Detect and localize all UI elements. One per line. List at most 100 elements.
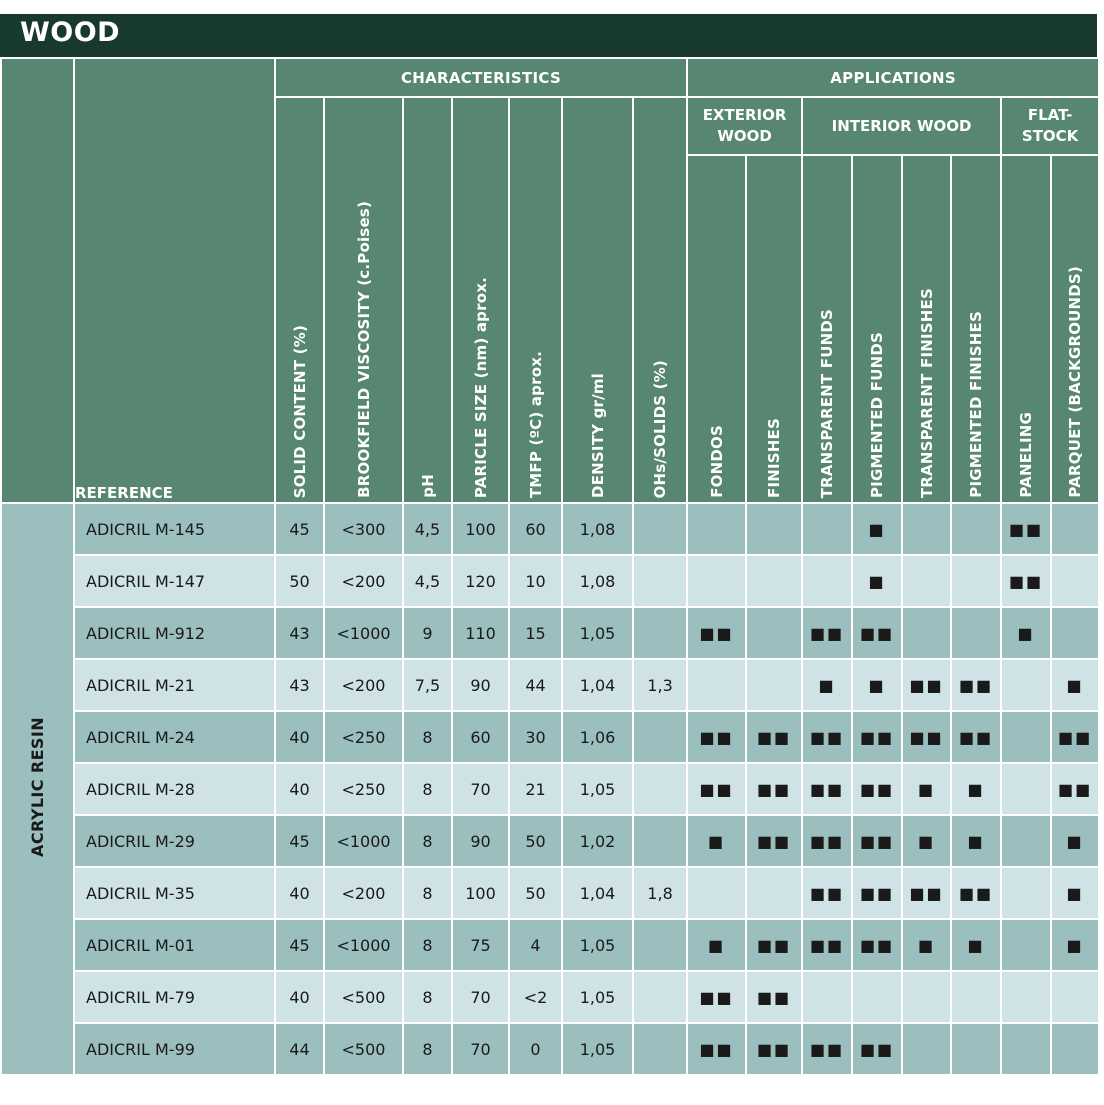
cell-finishes bbox=[745, 606, 804, 660]
cell-tf: ■■ bbox=[801, 710, 854, 764]
cell-visc: <300 bbox=[323, 502, 404, 556]
col-solid-content: SOLID CONTENT (%) bbox=[274, 96, 325, 504]
cell-ph: 4,5 bbox=[402, 554, 453, 608]
cell-tmfp: 44 bbox=[508, 658, 563, 712]
table-row: ADICRIL M-147 50 <200 4,5 120 10 1,08 ■ ■■ bbox=[1, 554, 1101, 608]
cell-ph: 8 bbox=[402, 918, 453, 972]
cell-visc: <200 bbox=[323, 866, 404, 920]
applications-header: APPLICATIONS bbox=[686, 57, 1101, 98]
cell-parquet bbox=[1050, 502, 1101, 556]
cell-parquet bbox=[1050, 606, 1101, 660]
cell-panel bbox=[1000, 970, 1053, 1024]
cell-tfin bbox=[901, 970, 953, 1024]
cell-pfin bbox=[950, 606, 1003, 660]
cell-pfin: ■ bbox=[950, 762, 1003, 816]
cell-pf: ■ bbox=[851, 502, 904, 556]
cell-visc: <1000 bbox=[323, 918, 404, 972]
cell-solid: 43 bbox=[274, 658, 325, 712]
col-ohs-solids: OHs/SOLIDS (%) bbox=[631, 96, 689, 504]
reference-cell: ADICRIL M-145 bbox=[73, 502, 276, 556]
cell-pfin bbox=[950, 970, 1003, 1024]
cell-solid: 40 bbox=[274, 866, 325, 920]
cell-pfin: ■ bbox=[950, 918, 1003, 972]
reference-cell: ADICRIL M-24 bbox=[73, 710, 276, 764]
cell-fondos: ■■ bbox=[686, 970, 748, 1024]
cell-particle: 90 bbox=[451, 658, 510, 712]
flat-stock-header: FLAT-STOCK bbox=[1000, 96, 1101, 156]
cell-panel bbox=[1000, 1022, 1053, 1076]
cell-tf: ■■ bbox=[801, 918, 854, 972]
cell-particle: 100 bbox=[451, 866, 510, 920]
cell-tf bbox=[801, 970, 854, 1024]
cell-density: 1,04 bbox=[561, 658, 634, 712]
table-row: ADICRIL M-99 44 <500 8 70 0 1,05 ■■ ■■ ■■ ■■ bbox=[1, 1022, 1101, 1076]
reference-cell: ADICRIL M-147 bbox=[73, 554, 276, 608]
cell-fondos: ■ bbox=[686, 814, 748, 868]
col-fondos: FONDOS bbox=[686, 154, 748, 504]
cell-visc: <500 bbox=[323, 1022, 404, 1076]
cell-ohs bbox=[631, 814, 689, 868]
reference-cell: ADICRIL M-28 bbox=[73, 762, 276, 816]
exterior-wood-header: EXTERIOR WOOD bbox=[686, 96, 804, 156]
cell-ohs: 1,8 bbox=[631, 866, 689, 920]
reference-cell: ADICRIL M-912 bbox=[73, 606, 276, 660]
cell-panel: ■■ bbox=[1000, 554, 1053, 608]
cell-ohs bbox=[631, 918, 689, 972]
cell-parquet: ■ bbox=[1050, 658, 1101, 712]
cell-tf: ■■ bbox=[801, 814, 854, 868]
col-paneling: PANELING bbox=[1000, 154, 1053, 504]
table-body: ACRYLIC RESIN ADICRIL M-145 45 <300 4,5 100 60… bbox=[0, 502, 1101, 1076]
cell-tf: ■■ bbox=[801, 762, 854, 816]
cell-tmfp: 4 bbox=[508, 918, 563, 972]
cell-solid: 40 bbox=[274, 762, 325, 816]
cell-pf: ■■ bbox=[851, 710, 904, 764]
cell-panel: ■ bbox=[1000, 606, 1053, 660]
reference-cell: ADICRIL M-35 bbox=[73, 866, 276, 920]
reference-cell: ADICRIL M-01 bbox=[73, 918, 276, 972]
cell-particle: 110 bbox=[451, 606, 510, 660]
cell-fondos bbox=[686, 866, 748, 920]
cell-pfin: ■■ bbox=[950, 866, 1003, 920]
cell-panel bbox=[1000, 710, 1053, 764]
col-transparent-funds: TRANSPARENT FUNDS bbox=[801, 154, 854, 504]
cell-pfin: ■■ bbox=[950, 658, 1003, 712]
cell-ph: 8 bbox=[402, 866, 453, 920]
cell-ph: 4,5 bbox=[402, 502, 453, 556]
col-viscosity: BROOKFIELD VISCOSITY (c.Poises) bbox=[323, 96, 404, 504]
cell-solid: 50 bbox=[274, 554, 325, 608]
cell-ohs bbox=[631, 502, 689, 556]
cell-particle: 60 bbox=[451, 710, 510, 764]
cell-particle: 75 bbox=[451, 918, 510, 972]
cell-pf: ■■ bbox=[851, 606, 904, 660]
corner-cell bbox=[0, 57, 75, 504]
table-row: ADICRIL M-79 40 <500 8 70 <2 1,05 ■■ ■■ bbox=[1, 970, 1101, 1024]
cell-visc: <250 bbox=[323, 762, 404, 816]
interior-wood-header: INTERIOR WOOD bbox=[801, 96, 1003, 156]
col-density: DENSITY gr/ml bbox=[561, 96, 634, 504]
cell-fondos bbox=[686, 554, 748, 608]
cell-density: 1,06 bbox=[561, 710, 634, 764]
cell-finishes bbox=[745, 866, 804, 920]
cell-density: 1,04 bbox=[561, 866, 634, 920]
cell-visc: <500 bbox=[323, 970, 404, 1024]
table-row: ADICRIL M-29 45 <1000 8 90 50 1,02 ■ ■■ ■■ ■■ ■ ■ ■ bbox=[1, 814, 1101, 868]
col-finishes: FINISHES bbox=[745, 154, 804, 504]
table-row: ADICRIL M-35 40 <200 8 100 50 1,04 1,8 ■■ ■■ ■■ ■■ ■ bbox=[1, 866, 1101, 920]
cell-finishes: ■■ bbox=[745, 1022, 804, 1076]
cell-tfin: ■ bbox=[901, 814, 953, 868]
cell-density: 1,02 bbox=[561, 814, 634, 868]
cell-pf: ■■ bbox=[851, 762, 904, 816]
cell-ohs bbox=[631, 762, 689, 816]
cell-tf: ■■ bbox=[801, 606, 854, 660]
cell-finishes: ■■ bbox=[745, 970, 804, 1024]
cell-particle: 100 bbox=[451, 502, 510, 556]
cell-visc: <1000 bbox=[323, 814, 404, 868]
cell-tf: ■■ bbox=[801, 1022, 854, 1076]
cell-tfin: ■■ bbox=[901, 866, 953, 920]
cell-density: 1,05 bbox=[561, 918, 634, 972]
cell-visc: <250 bbox=[323, 710, 404, 764]
cell-finishes: ■■ bbox=[745, 710, 804, 764]
cell-finishes: ■■ bbox=[745, 918, 804, 972]
cell-ph: 8 bbox=[402, 1022, 453, 1076]
cell-pf: ■■ bbox=[851, 814, 904, 868]
